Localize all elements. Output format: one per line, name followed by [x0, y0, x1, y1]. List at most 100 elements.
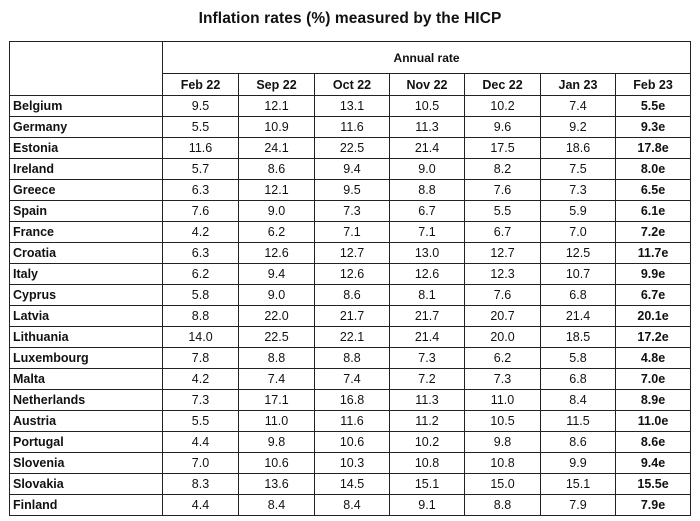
- value-cell: 8.1: [389, 284, 465, 306]
- value-cell: 9.1: [389, 494, 465, 516]
- value-cell: 6.3: [162, 179, 239, 201]
- value-cell: 10.5: [389, 95, 465, 117]
- country-cell: Slovakia: [9, 473, 163, 495]
- table-row: Germany 5.5 10.9 11.6 11.3 9.6 9.2 9.3e: [9, 116, 692, 138]
- value-cell: 7.6: [464, 284, 541, 306]
- value-cell: 4.8e: [614, 347, 692, 369]
- value-cell: 7.9: [540, 494, 616, 516]
- value-cell: 11.6: [314, 116, 390, 138]
- table-body: Belgium 9.5 12.1 13.1 10.5 10.2 7.4 5.5e Germany…: [9, 95, 692, 516]
- value-cell: 9.4: [238, 263, 315, 285]
- value-cell: 12.3: [464, 263, 541, 285]
- value-cell: 7.0e: [614, 368, 692, 390]
- value-cell: 18.5: [540, 326, 616, 348]
- country-cell: Cyprus: [9, 284, 163, 306]
- table-row: Greece 6.3 12.1 9.5 8.8 7.6 7.3 6.5e: [9, 179, 692, 201]
- value-cell: 6.8: [540, 284, 616, 306]
- value-cell: 7.0: [162, 452, 239, 474]
- value-cell: 11.0e: [614, 410, 692, 432]
- value-cell: 8.6: [238, 158, 315, 180]
- value-cell: 9.8: [238, 431, 315, 453]
- value-cell: 12.6: [389, 263, 465, 285]
- value-cell: 11.5: [540, 410, 616, 432]
- value-cell: 13.6: [238, 473, 315, 495]
- country-cell: Lithuania: [9, 326, 163, 348]
- value-cell: 8.0e: [614, 158, 692, 180]
- value-cell: 17.5: [464, 137, 541, 159]
- column-header: Feb 23: [614, 73, 692, 96]
- country-cell: Greece: [9, 179, 163, 201]
- table-row: Slovakia 8.3 13.6 14.5 15.1 15.0 15.1 15.5e: [9, 473, 692, 495]
- value-cell: 8.8: [162, 305, 239, 327]
- value-cell: 20.1e: [614, 305, 692, 327]
- value-cell: 20.0: [464, 326, 541, 348]
- value-cell: 9.9: [540, 452, 616, 474]
- value-cell: 9.0: [238, 284, 315, 306]
- value-cell: 6.2: [464, 347, 541, 369]
- value-cell: 12.5: [540, 242, 616, 264]
- value-cell: 10.3: [314, 452, 390, 474]
- value-cell: 22.5: [314, 137, 390, 159]
- country-cell: Netherlands: [9, 389, 163, 411]
- value-cell: 9.9e: [614, 263, 692, 285]
- value-cell: 10.8: [464, 452, 541, 474]
- column-header: Sep 22: [238, 73, 315, 96]
- value-cell: 7.4: [238, 368, 315, 390]
- value-cell: 4.2: [162, 368, 239, 390]
- value-cell: 5.7: [162, 158, 239, 180]
- table-row: Croatia 6.3 12.6 12.7 13.0 12.7 12.5 11.7e: [9, 242, 692, 264]
- value-cell: 7.4: [314, 368, 390, 390]
- value-cell: 12.7: [464, 242, 541, 264]
- country-cell: France: [9, 221, 163, 243]
- value-cell: 11.3: [389, 389, 465, 411]
- value-cell: 8.8: [238, 347, 315, 369]
- table-title: Inflation rates (%) measured by the HICP: [198, 10, 502, 27]
- table-row: Slovenia 7.0 10.6 10.3 10.8 10.8 9.9 9.4e: [9, 452, 692, 474]
- column-header: Nov 22: [389, 73, 465, 96]
- column-header-row: Feb 22 Sep 22 Oct 22 Nov 22 Dec 22 Jan 23 Feb …: [10, 73, 692, 96]
- value-cell: 15.5e: [614, 473, 692, 495]
- value-cell: 8.8: [464, 494, 541, 516]
- value-cell: 10.7: [540, 263, 616, 285]
- value-cell: 11.3: [389, 116, 465, 138]
- value-cell: 20.7: [464, 305, 541, 327]
- country-cell: Slovenia: [9, 452, 163, 474]
- value-cell: 24.1: [238, 137, 315, 159]
- country-cell: Italy: [9, 263, 163, 285]
- value-cell: 12.1: [238, 95, 315, 117]
- value-cell: 10.2: [389, 431, 465, 453]
- value-cell: 21.7: [314, 305, 390, 327]
- table-row: Luxembourg 7.8 8.8 8.8 7.3 6.2 5.8 4.8e: [9, 347, 692, 369]
- value-cell: 14.5: [314, 473, 390, 495]
- value-cell: 13.1: [314, 95, 390, 117]
- value-cell: 17.2e: [614, 326, 692, 348]
- value-cell: 15.1: [540, 473, 616, 495]
- table-row: Spain 7.6 9.0 7.3 6.7 5.5 5.9 6.1e: [9, 200, 692, 222]
- column-header: Jan 23: [540, 73, 616, 96]
- value-cell: 6.2: [162, 263, 239, 285]
- corner-cell: [9, 41, 163, 96]
- value-cell: 7.1: [389, 221, 465, 243]
- value-cell: 8.8: [389, 179, 465, 201]
- country-cell: Belgium: [9, 95, 163, 117]
- value-cell: 8.4: [314, 494, 390, 516]
- value-cell: 6.3: [162, 242, 239, 264]
- country-cell: Finland: [9, 494, 163, 516]
- value-cell: 11.6: [314, 410, 390, 432]
- value-cell: 10.6: [238, 452, 315, 474]
- value-cell: 17.1: [238, 389, 315, 411]
- value-cell: 10.8: [389, 452, 465, 474]
- value-cell: 8.2: [464, 158, 541, 180]
- table-row: Portugal 4.4 9.8 10.6 10.2 9.8 8.6 8.6e: [9, 431, 692, 453]
- value-cell: 11.0: [238, 410, 315, 432]
- table-row: Ireland 5.7 8.6 9.4 9.0 8.2 7.5 8.0e: [9, 158, 692, 180]
- value-cell: 10.6: [314, 431, 390, 453]
- value-cell: 8.6: [540, 431, 616, 453]
- value-cell: 6.2: [238, 221, 315, 243]
- value-cell: 7.3: [389, 347, 465, 369]
- value-cell: 9.4: [314, 158, 390, 180]
- value-cell: 9.3e: [614, 116, 692, 138]
- column-header: Feb 22: [162, 73, 239, 96]
- value-cell: 9.2: [540, 116, 616, 138]
- value-cell: 6.7: [464, 221, 541, 243]
